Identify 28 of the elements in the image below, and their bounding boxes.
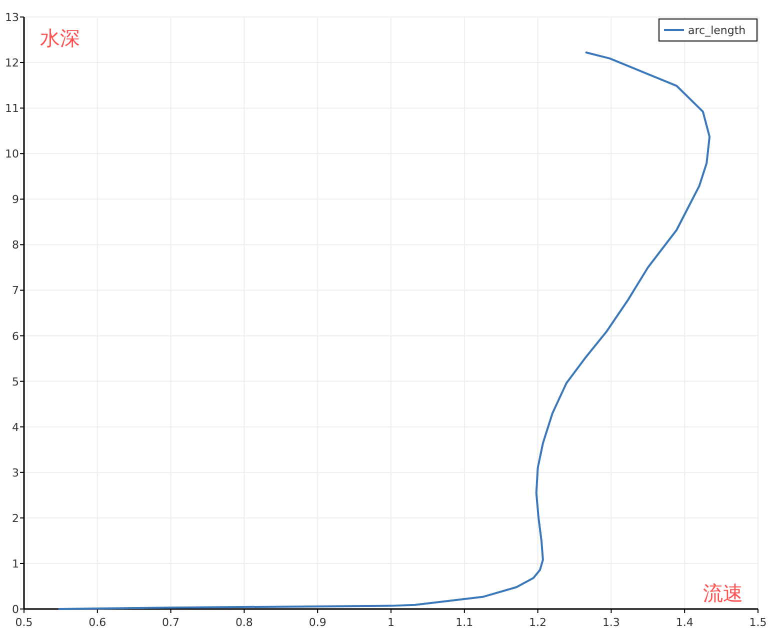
y-tick-label: 6	[12, 330, 19, 343]
x-tick-label: 0.8	[235, 616, 253, 629]
legend-label: arc_length	[688, 24, 746, 37]
y-tick-label: 0	[12, 603, 19, 616]
y-tick-label: 1	[12, 557, 19, 570]
y-tick-label: 12	[5, 56, 19, 70]
y-tick-label: 13	[5, 11, 19, 24]
x-tick-label: 1	[388, 616, 394, 629]
y-tick-label: 7	[12, 284, 19, 298]
y-axis-title: 水深	[40, 26, 80, 50]
x-tick-label: 1.1	[456, 616, 474, 629]
y-tick-label: 10	[5, 148, 19, 161]
x-tick-label: 1.3	[602, 616, 620, 629]
y-tick-label: 5	[12, 375, 19, 388]
x-tick-label: 1.4	[676, 616, 694, 629]
x-tick-label: 0.9	[308, 616, 326, 629]
x-tick-label: 0.5	[15, 616, 33, 629]
x-tick-label: 1.5	[749, 616, 767, 629]
y-tick-label: 3	[12, 466, 19, 480]
y-tick-label: 2	[12, 512, 19, 525]
y-tick-label: 9	[12, 193, 19, 206]
x-axis-title: 流速	[703, 581, 743, 605]
y-tick-label: 11	[5, 102, 19, 116]
x-tick-label: 1.2	[529, 616, 547, 629]
y-tick-label: 4	[12, 420, 19, 434]
y-tick-label: 8	[12, 238, 19, 252]
x-tick-label: 0.6	[88, 616, 106, 629]
x-tick-label: 0.7	[162, 616, 180, 629]
